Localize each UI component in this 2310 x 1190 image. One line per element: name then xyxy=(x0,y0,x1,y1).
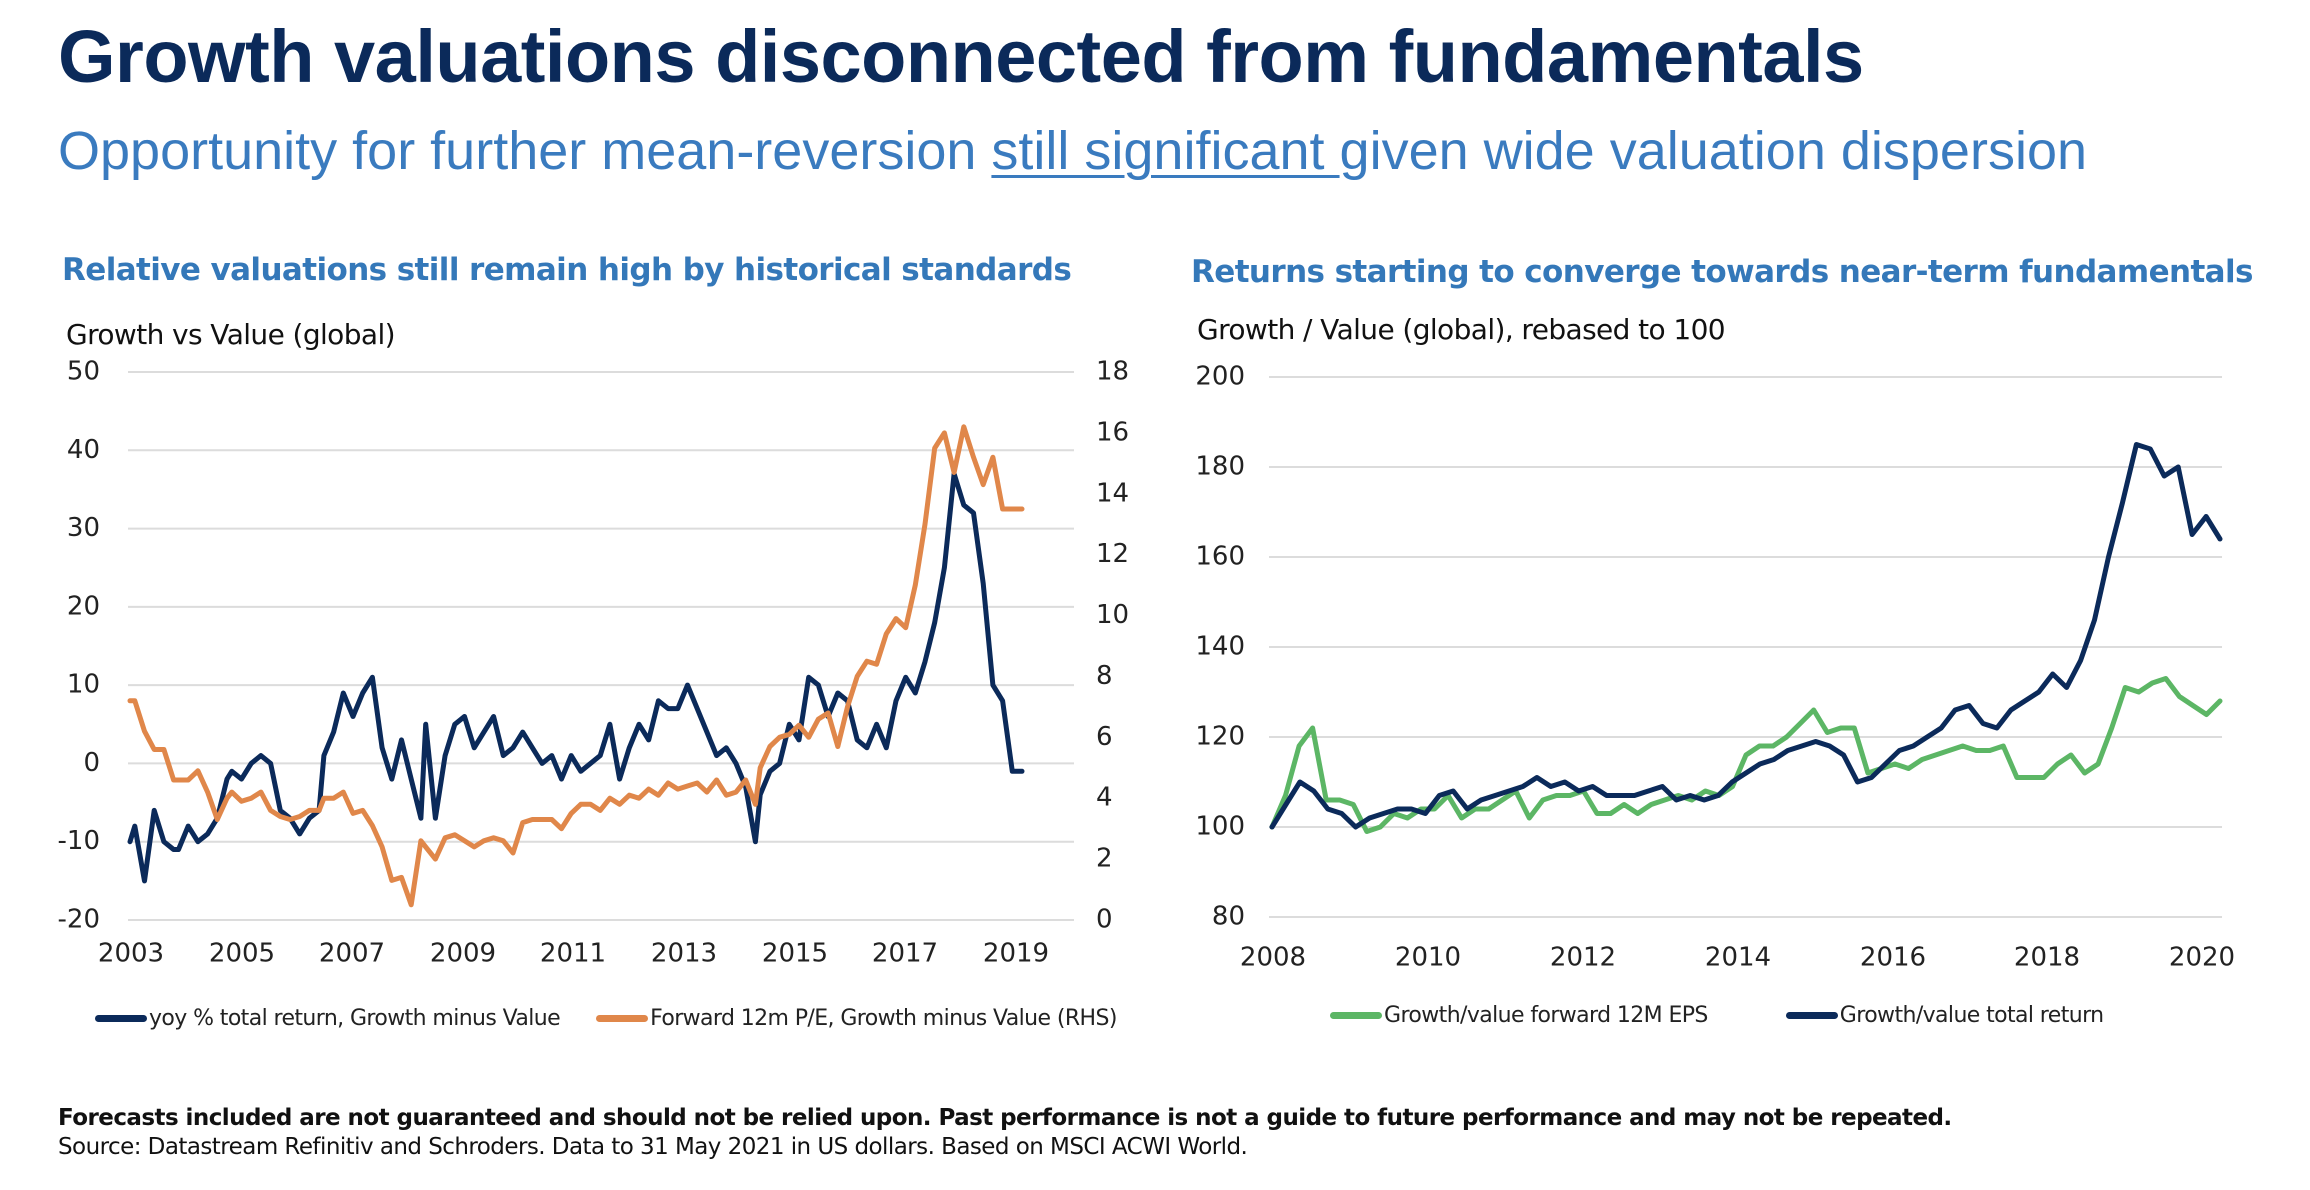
legend-label: Forward 12m P/E, Growth minus Value (RHS… xyxy=(650,1006,1117,1031)
x-tick-label: 2013 xyxy=(651,939,717,969)
y-tick-label-right: 2 xyxy=(1096,844,1113,874)
x-tick-label: 2003 xyxy=(98,939,164,969)
y-tick-label-left: 40 xyxy=(67,435,100,465)
y-tick-label-right: 16 xyxy=(1096,417,1129,447)
y-tick-label: 200 xyxy=(1195,362,1245,392)
legend-swatch-navy xyxy=(1785,1012,1838,1019)
legend-label: Growth/value forward 12M EPS xyxy=(1384,1003,1708,1028)
series-line-yoy-total-return xyxy=(127,471,1025,884)
legend-swatch-orange xyxy=(596,1015,649,1022)
legend-label: yoy % total return, Growth minus Value xyxy=(149,1006,561,1031)
x-tick-label: 2005 xyxy=(209,939,275,969)
subtitle-underlined-text: still significant xyxy=(991,121,1340,181)
source-text: Source: Datastream Refinitiv and Schrode… xyxy=(58,1134,1248,1160)
series-line-forward-pe xyxy=(127,424,1025,908)
y-tick-label-left: -10 xyxy=(58,826,100,856)
y-tick-label: 80 xyxy=(1212,902,1245,932)
x-tick-label: 2016 xyxy=(1860,943,1926,973)
y-tick-label: 160 xyxy=(1195,542,1245,572)
y-tick-label-left: -20 xyxy=(58,905,100,935)
y-tick-label-left: 20 xyxy=(67,591,100,621)
right-chart-title: Returns starting to converge towards nea… xyxy=(1191,254,2253,290)
x-tick-label: 2014 xyxy=(1705,943,1771,973)
footer: Forecasts included are not guaranteed an… xyxy=(58,1104,1952,1162)
y-tick-label-left: 0 xyxy=(83,748,100,778)
left-chart-subtitle: Growth vs Value (global) xyxy=(66,318,396,351)
left-chart-title: Relative valuations still remain high by… xyxy=(62,252,1072,288)
legend-item-yoy-total-return: yoy % total return, Growth minus Value xyxy=(95,1006,561,1031)
x-tick-label: 2018 xyxy=(2014,943,2080,973)
legend-label: Growth/value total return xyxy=(1839,1003,2104,1028)
y-tick-label-right: 6 xyxy=(1096,722,1113,752)
page-title: Growth valuations disconnected from fund… xyxy=(58,15,1864,98)
left-chart-legend: yoy % total return, Growth minus Value F… xyxy=(95,1006,1117,1031)
y-tick-label-right: 10 xyxy=(1096,600,1129,630)
right-chart-subtitle: Growth / Value (global), rebased to 100 xyxy=(1197,313,1726,346)
x-tick-label: 2012 xyxy=(1550,943,1616,973)
y-tick-label-right: 4 xyxy=(1096,783,1113,813)
legend-swatch-navy xyxy=(95,1015,147,1022)
subtitle-text-post: given wide valuation dispersion xyxy=(1339,121,2088,181)
y-tick-label-left: 50 xyxy=(67,357,100,387)
y-tick-label: 100 xyxy=(1195,812,1245,842)
y-tick-label-right: 14 xyxy=(1096,478,1129,508)
subtitle-text-pre: Opportunity for further mean-reversion xyxy=(58,121,992,181)
legend-item-forward-eps: Growth/value forward 12M EPS xyxy=(1330,1003,1708,1028)
y-tick-label: 140 xyxy=(1195,632,1245,662)
disclaimer-text: Forecasts included are not guaranteed an… xyxy=(58,1105,1952,1131)
x-tick-label: 2015 xyxy=(762,939,828,969)
y-tick-label-left: 10 xyxy=(67,670,100,700)
legend-item-forward-pe: Forward 12m P/E, Growth minus Value (RHS… xyxy=(596,1006,1117,1031)
page-subtitle: Opportunity for further mean-reversion s… xyxy=(58,120,2087,182)
x-tick-label: 2011 xyxy=(540,939,606,969)
x-tick-label: 2017 xyxy=(872,939,938,969)
series-line-total-return xyxy=(1269,442,2223,830)
y-tick-label: 120 xyxy=(1195,722,1245,752)
legend-swatch-green xyxy=(1330,1012,1382,1019)
y-tick-label-right: 0 xyxy=(1096,905,1113,935)
x-tick-label: 2007 xyxy=(319,939,385,969)
y-tick-label-right: 12 xyxy=(1096,539,1129,569)
y-tick-label: 180 xyxy=(1195,452,1245,482)
x-tick-label: 2020 xyxy=(2169,943,2235,973)
x-tick-label: 2009 xyxy=(430,939,496,969)
y-tick-label-left: 30 xyxy=(67,513,100,543)
y-tick-label-right: 18 xyxy=(1096,357,1129,387)
right-chart-legend: Growth/value forward 12M EPS Growth/valu… xyxy=(1330,1003,2104,1028)
x-tick-label: 2008 xyxy=(1240,943,1306,973)
y-tick-label-right: 8 xyxy=(1096,661,1113,691)
x-tick-label: 2010 xyxy=(1395,943,1461,973)
x-tick-label: 2019 xyxy=(983,939,1049,969)
legend-item-total-return: Growth/value total return xyxy=(1785,1003,2104,1028)
